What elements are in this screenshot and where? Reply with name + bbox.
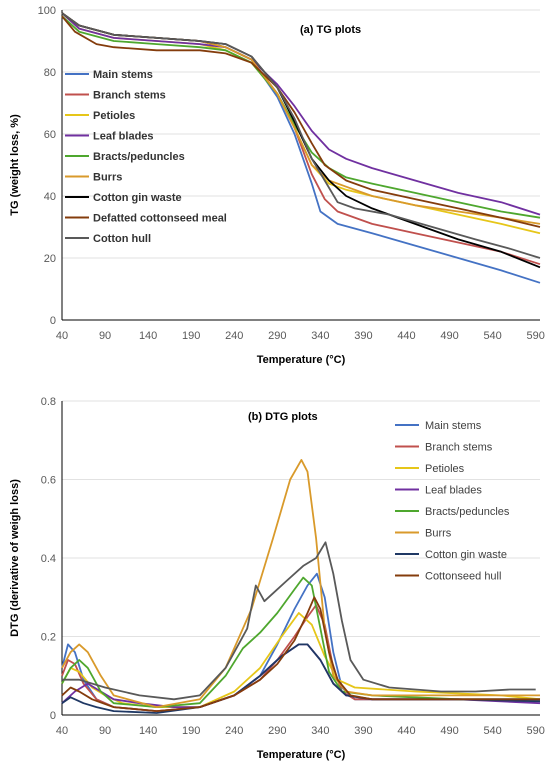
y-tick-label: 100 [38, 5, 56, 17]
y-axis-title: TG (weight loss, %) [9, 114, 21, 216]
x-tick-label: 140 [139, 725, 157, 737]
x-tick-label: 190 [182, 725, 200, 737]
legend-label: Cotton gin waste [425, 549, 507, 561]
legend-label: Burrs [93, 172, 122, 184]
x-tick-label: 40 [56, 330, 68, 342]
legend-label: Burrs [425, 528, 452, 540]
x-tick-label: 590 [527, 725, 545, 737]
series-line [62, 541, 536, 701]
series-line [61, 643, 541, 708]
series-line [61, 12, 541, 216]
x-tick-label: 90 [99, 330, 111, 342]
x-tick-label: 40 [56, 725, 68, 737]
x-tick-label: 440 [397, 330, 415, 342]
y-tick-label: 0.4 [41, 553, 56, 565]
x-axis-title: Temperature (°C) [257, 749, 346, 761]
legend-label: Main stems [425, 420, 482, 432]
series-line [61, 12, 541, 259]
legend-label: Main stems [93, 69, 153, 81]
legend-label: Defatted cottonseed meal [93, 213, 227, 225]
x-tick-label: 290 [268, 330, 286, 342]
legend-label: Cotton hull [93, 233, 151, 245]
x-tick-label: 140 [139, 330, 157, 342]
y-tick-label: 0 [50, 315, 56, 327]
series-line [61, 15, 541, 228]
x-tick-label: 240 [225, 725, 243, 737]
x-tick-label: 590 [527, 330, 545, 342]
series-line [61, 576, 540, 708]
legend-label: Petioles [93, 110, 135, 122]
y-tick-label: 40 [44, 191, 56, 203]
y-tick-label: 0 [50, 710, 56, 722]
x-tick-label: 340 [311, 725, 329, 737]
x-tick-label: 390 [354, 725, 372, 737]
y-tick-label: 80 [44, 67, 56, 79]
x-tick-label: 390 [354, 330, 372, 342]
x-tick-label: 190 [182, 330, 200, 342]
series-line [61, 459, 540, 708]
x-tick-label: 490 [440, 330, 458, 342]
x-tick-label: 340 [311, 330, 329, 342]
legend-label: Leaf blades [425, 485, 482, 497]
y-tick-label: 0.2 [41, 632, 56, 644]
y-tick-label: 0.6 [41, 475, 56, 487]
legend-label: Leaf blades [93, 131, 154, 143]
y-tick-label: 20 [44, 253, 56, 265]
series-line [61, 572, 540, 712]
chart-title: (b) DTG plots [248, 411, 318, 423]
series-line [61, 15, 541, 219]
x-tick-label: 540 [483, 725, 501, 737]
dtg-chart: 0 0.2 0.4 0.6 0.8 40 90 140 190 240 290 340 390 440 49… [9, 396, 545, 761]
x-tick-label: 490 [440, 725, 458, 737]
x-tick-label: 290 [268, 725, 286, 737]
legend-label: Branch stems [425, 442, 493, 454]
y-tick-label: 0.8 [41, 396, 56, 408]
legend-label: Petioles [425, 463, 465, 475]
legend-label: Bracts/peduncles [425, 506, 510, 518]
x-tick-label: 540 [483, 330, 501, 342]
chart-title: (a) TG plots [300, 24, 361, 36]
series-line [61, 612, 541, 708]
legend-label: Cottonseed hull [425, 571, 501, 583]
x-tick-label: 90 [99, 725, 111, 737]
tg-chart: 0 20 40 60 80 100 40 90 140 190 240 290 340 390 440 490… [9, 5, 545, 366]
legend-label: Cotton gin waste [93, 192, 182, 204]
legend-label: Bracts/peduncles [93, 151, 185, 163]
x-tick-label: 440 [397, 725, 415, 737]
y-tick-label: 60 [44, 129, 56, 141]
y-axis-title: DTG (derivative of weigh loss) [9, 479, 21, 637]
legend-label: Branch stems [93, 90, 166, 102]
x-tick-label: 240 [225, 330, 243, 342]
x-axis-title: Temperature (°C) [257, 354, 346, 366]
series-line [61, 596, 540, 712]
